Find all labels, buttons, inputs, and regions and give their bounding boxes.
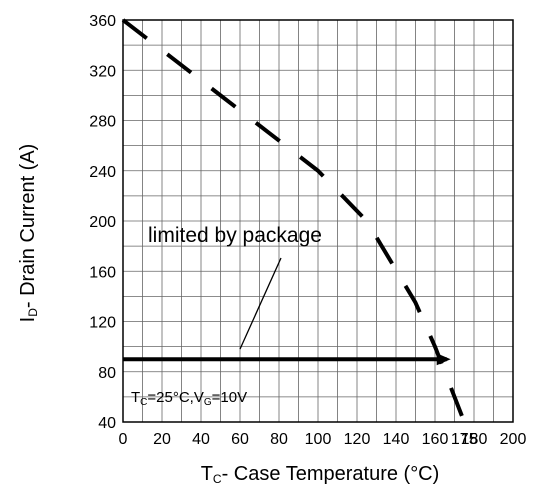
y-tick-label: 120 bbox=[89, 315, 116, 332]
x-axis-title-rest: - Case Temperature (°C) bbox=[222, 463, 440, 485]
y-tick-label: 160 bbox=[89, 264, 116, 281]
package-limit-label: limited by package bbox=[148, 224, 322, 247]
curves bbox=[121, 18, 467, 423]
y-axis-title-rest: - Drain Current (A) bbox=[17, 144, 39, 308]
package-limit-leader-line bbox=[239, 257, 282, 350]
x-tick-label: 80 bbox=[270, 431, 288, 448]
x-axis-title-main: T bbox=[201, 463, 213, 485]
plot-frame bbox=[122, 19, 514, 423]
y-axis-title: ID- Drain Current (A) bbox=[17, 144, 40, 323]
cond-v-sub: G bbox=[204, 397, 212, 408]
x-tick-label: 175 bbox=[451, 431, 478, 448]
cond-t-sub: C bbox=[140, 397, 147, 408]
y-tick-label: 200 bbox=[89, 214, 116, 231]
x-tick-label: 40 bbox=[192, 431, 210, 448]
x-tick-label: 120 bbox=[344, 431, 371, 448]
y-axis-title-main: I bbox=[17, 317, 39, 323]
x-axis-title-sub: C bbox=[213, 472, 222, 486]
y-axis-title-sub: D bbox=[26, 308, 40, 317]
x-tick-label: 160 bbox=[422, 431, 449, 448]
cond-t-rest: =25°C,V bbox=[147, 389, 203, 406]
y-tick-label: 280 bbox=[89, 114, 116, 131]
arrowhead bbox=[436, 353, 451, 366]
x-axis-title: TC- Case Temperature (°C) bbox=[201, 463, 440, 486]
dashed-derating-curve bbox=[121, 18, 467, 423]
x-tick-label: 0 bbox=[119, 431, 128, 448]
grid-lines bbox=[122, 19, 514, 423]
x-tick-label: 100 bbox=[305, 431, 332, 448]
x-tick-label: 180 bbox=[461, 431, 488, 448]
cond-v-rest: =10V bbox=[212, 389, 247, 406]
y-tick-label: 80 bbox=[98, 365, 116, 382]
x-tick-label: 140 bbox=[383, 431, 410, 448]
x-tick-label: 20 bbox=[153, 431, 171, 448]
cond-t: T bbox=[131, 389, 140, 406]
y-tick-label: 40 bbox=[98, 415, 116, 432]
y-tick-label: 320 bbox=[89, 63, 116, 80]
test-conditions-label: TC=25°C,VG=10V bbox=[131, 389, 247, 408]
y-tick-label: 240 bbox=[89, 164, 116, 181]
x-tick-label: 200 bbox=[500, 431, 527, 448]
y-tick-label: 360 bbox=[89, 13, 116, 30]
x-tick-label: 60 bbox=[231, 431, 249, 448]
